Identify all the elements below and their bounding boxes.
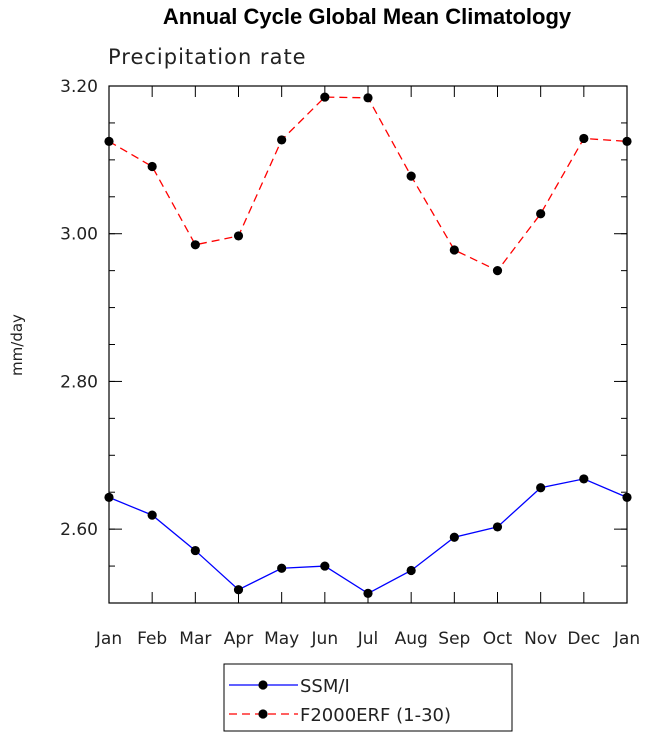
legend-marker-1 <box>258 709 268 719</box>
legend-marker-0 <box>258 680 268 690</box>
y-axis-label: mm/day <box>8 314 26 376</box>
series-line-0 <box>108 478 628 595</box>
series-0-point-5 <box>320 561 330 571</box>
series-0-point-10 <box>536 483 546 493</box>
x-tick-label-7: Aug <box>395 629 428 649</box>
x-tick-labels: Jan Feb Mar Apr May Jun Jul Aug Sep Oct Nov Dec Jan <box>95 629 640 649</box>
x-tick-label-10: Nov <box>524 629 557 649</box>
x-tick-label-8: Sep <box>438 629 470 649</box>
x-tick-label-9: Oct <box>483 629 513 649</box>
series-0-point-12 <box>622 492 632 502</box>
series-1-point-11 <box>579 133 589 144</box>
series-1-point-3 <box>233 231 244 241</box>
plot-frame <box>108 85 628 604</box>
y-tick-label-2: 3.00 <box>60 225 98 245</box>
axis-ticks <box>108 85 628 604</box>
chart-subtitle: Precipitation rate <box>108 45 307 69</box>
series-0-point-8 <box>449 532 459 542</box>
legend-box <box>223 663 513 732</box>
x-tick-label-6: Jul <box>357 629 379 649</box>
series-1-point-12 <box>622 136 632 146</box>
x-tick-label-11: Dec <box>567 629 600 649</box>
x-tick-label-4: May <box>264 629 299 649</box>
series-1-point-5 <box>320 92 330 102</box>
series-1-point-7 <box>406 171 416 181</box>
legend-label-1: F2000ERF (1-30) <box>300 705 451 726</box>
x-tick-label-5: Jun <box>311 629 339 649</box>
x-tick-label-2: Mar <box>179 629 211 649</box>
x-tick-label-0: Jan <box>95 629 122 649</box>
chart-title: Annual Cycle Global Mean Climatology <box>163 4 572 29</box>
series-0-point-11 <box>579 474 589 484</box>
x-tick-label-12: Jan <box>613 629 640 649</box>
series-1-point-10 <box>536 209 546 219</box>
series-0-point-9 <box>492 522 503 532</box>
series-0-point-6 <box>363 588 373 598</box>
legend: SSM/I F2000ERF (1-30) <box>229 676 451 726</box>
series-1-point-4 <box>277 135 287 145</box>
series-1-point-0 <box>104 136 114 146</box>
x-tick-label-1: Feb <box>137 629 167 649</box>
y-tick-labels: 2.60 2.80 3.00 3.20 <box>60 77 98 540</box>
series-1-point-1 <box>147 161 157 172</box>
series-0-point-4 <box>277 563 287 573</box>
y-tick-label-0: 2.60 <box>60 520 98 540</box>
series-1-point-8 <box>449 245 459 255</box>
series-0-point-7 <box>406 565 416 576</box>
series-0-point-2 <box>190 545 200 556</box>
y-tick-label-3: 3.20 <box>60 77 98 97</box>
x-tick-label-3: Apr <box>224 629 253 649</box>
series-line-1 <box>108 96 628 272</box>
series-0-point-1 <box>147 510 157 520</box>
series-0-point-0 <box>104 492 114 502</box>
series-1-point-9 <box>492 266 503 276</box>
series-0-point-3 <box>233 585 244 595</box>
y-tick-label-1: 2.80 <box>60 372 98 392</box>
legend-label-0: SSM/I <box>300 676 350 697</box>
series-1-point-2 <box>190 240 200 250</box>
series-1-point-6 <box>363 93 373 103</box>
series-layer <box>104 92 632 598</box>
